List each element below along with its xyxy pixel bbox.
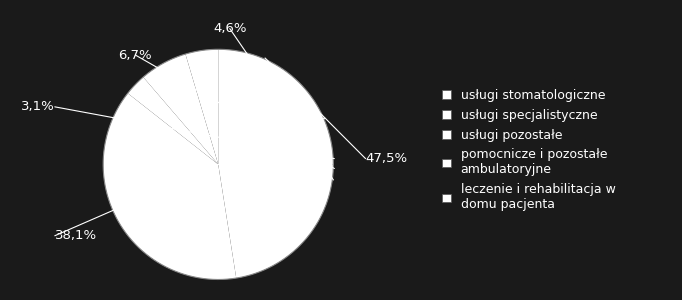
Wedge shape	[128, 77, 218, 164]
Text: 3,1%: 3,1%	[21, 100, 55, 113]
Wedge shape	[103, 93, 236, 280]
Text: 4,6%: 4,6%	[213, 22, 246, 35]
Wedge shape	[143, 54, 218, 164]
Text: 47,5%: 47,5%	[366, 152, 408, 165]
Wedge shape	[186, 49, 218, 164]
Text: 6,7%: 6,7%	[119, 49, 152, 62]
Text: 38,1%: 38,1%	[55, 229, 97, 242]
Legend: usługi stomatologiczne, usługi specjalistyczne, usługi pozostałe, pomocnicze i p: usługi stomatologiczne, usługi specjalis…	[438, 85, 619, 215]
Wedge shape	[218, 49, 333, 278]
